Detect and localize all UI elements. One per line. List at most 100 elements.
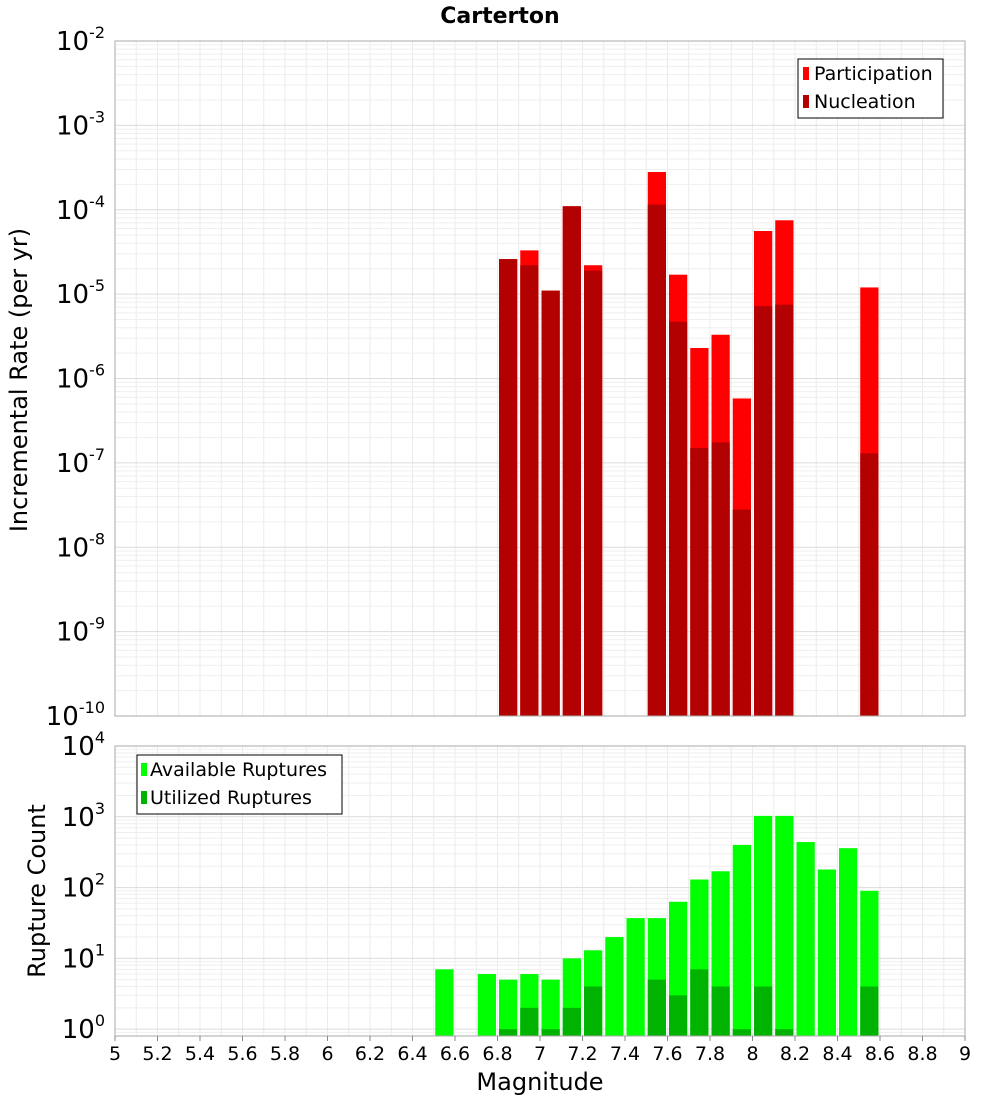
available-ruptures-bar: [477, 974, 496, 1036]
rate-plot-frame: [114, 40, 966, 717]
available-ruptures-bar: [754, 815, 773, 1036]
rate-legend-box: [797, 58, 944, 119]
utilized-ruptures-bar: [520, 1007, 539, 1036]
x-tick-label: 9: [959, 1043, 971, 1065]
available-ruptures-bar: [626, 918, 645, 1036]
x-tick-label: 7.6: [652, 1043, 682, 1065]
y-tick-label: 10-9: [56, 614, 105, 648]
x-tick-label: 8.2: [780, 1043, 810, 1065]
nucleation-bar: [711, 442, 730, 716]
available-ruptures-bar: [817, 869, 836, 1036]
y-tick-exponent: 3: [95, 799, 105, 818]
count-legend-box: [136, 754, 343, 815]
rate-y-ticks: 10-10 10-9 10-8 10-7 10-6 10-5 10-4 10-3 10-2: [46, 23, 105, 732]
available-legend-label: Available Ruptures: [150, 759, 327, 781]
nucleation-bar: [584, 270, 603, 716]
rate-plot-grid: [114, 40, 966, 717]
utilized-ruptures-bar: [860, 986, 879, 1036]
nucleation-legend-label: Nucleation: [814, 91, 916, 113]
utilized-ruptures-bar: [732, 1029, 751, 1036]
rate-y-axis-label: Incremental Rate (per yr): [5, 228, 33, 532]
chart-title: Carterton: [440, 4, 559, 29]
rate-plot: 10-10 10-9 10-8 10-7 10-6 10-5 10-4 10-3 10-2 In…: [5, 23, 966, 732]
x-tick-label: 5.6: [227, 1043, 257, 1065]
nucleation-bar: [669, 321, 688, 716]
utilized-legend-label: Utilized Ruptures: [150, 787, 312, 809]
available-ruptures-bar: [732, 844, 751, 1036]
participation-legend-label: Participation: [814, 63, 933, 85]
x-tick-label: 6.4: [397, 1043, 427, 1065]
available-ruptures-bar: [499, 979, 518, 1036]
utilized-ruptures-bar: [647, 979, 666, 1036]
nucleation-bar: [860, 453, 879, 716]
utilized-ruptures-bar: [541, 1029, 560, 1036]
available-ruptures-bar: [541, 979, 560, 1036]
x-tick-label: 7.2: [567, 1043, 597, 1065]
participation-legend-swatch: [803, 67, 809, 80]
utilized-ruptures-bar: [754, 986, 773, 1036]
nucleation-bar: [754, 306, 773, 716]
x-tick-label: 5.8: [270, 1043, 300, 1065]
x-axis-ticks: 5 5.2 5.4 5.6 5.8 6 6.2 6.4 6.6 6.8 7 7.2 7.4 7.6 7.8 8…: [109, 1036, 971, 1065]
y-tick-exponent: 4: [95, 728, 105, 747]
utilized-ruptures-bar: [690, 969, 709, 1036]
y-tick-exponent: -3: [89, 107, 105, 126]
y-tick-exponent: -6: [89, 361, 105, 380]
y-tick-exponent: -10: [79, 698, 105, 717]
nucleation-bar: [690, 448, 709, 716]
y-tick-label: 10-7: [56, 445, 105, 479]
y-tick-label: 10-3: [56, 107, 105, 141]
utilized-ruptures-bar: [711, 986, 730, 1036]
y-tick-exponent: -4: [89, 192, 105, 211]
x-tick-label: 5.4: [185, 1043, 215, 1065]
y-tick-exponent: -8: [89, 529, 105, 548]
y-tick-label: 10-6: [56, 361, 105, 395]
y-tick-label: 100: [62, 1011, 105, 1045]
y-tick-exponent: -9: [89, 614, 105, 633]
utilized-ruptures-bar: [775, 1029, 794, 1036]
nucleation-bar: [775, 304, 794, 716]
utilized-ruptures-bar: [584, 986, 603, 1036]
rate-legend: Participation Nucleation: [797, 58, 944, 119]
y-tick-label: 10-8: [56, 529, 105, 563]
y-tick-label: 102: [62, 870, 105, 904]
x-tick-label: 8.4: [822, 1043, 852, 1065]
y-tick-label: 10-4: [56, 192, 105, 226]
rate-plot-bars: [499, 172, 879, 717]
y-tick-label: 10-5: [56, 276, 105, 310]
x-tick-label: 5: [109, 1043, 121, 1065]
y-tick-exponent: -7: [89, 445, 105, 464]
nucleation-legend-swatch: [803, 95, 809, 108]
nucleation-bar: [499, 259, 518, 716]
x-tick-label: 5.2: [142, 1043, 172, 1065]
y-tick-exponent: -2: [89, 23, 105, 42]
y-tick-label: 103: [62, 799, 105, 833]
x-axis-label: Magnitude: [476, 1068, 603, 1096]
nucleation-bar: [541, 290, 560, 716]
available-ruptures-bar: [435, 969, 454, 1036]
y-tick-exponent: 2: [95, 870, 105, 889]
x-tick-label: 8: [746, 1043, 758, 1065]
x-tick-label: 6.8: [482, 1043, 512, 1065]
y-tick-label: 10-2: [56, 23, 105, 57]
x-tick-label: 6.6: [440, 1043, 470, 1065]
y-tick-label: 101: [62, 940, 105, 974]
utilized-ruptures-bar: [499, 1029, 518, 1036]
count-plot-bars: [435, 815, 879, 1036]
count-y-axis-label: Rupture Count: [23, 804, 51, 978]
x-tick-label: 8.6: [865, 1043, 895, 1065]
y-tick-label: 104: [62, 728, 105, 762]
nucleation-bar: [562, 206, 581, 716]
available-ruptures-bar: [605, 937, 624, 1036]
utilized-legend-swatch: [141, 791, 147, 804]
available-ruptures-bar: [796, 842, 815, 1036]
y-tick-exponent: 0: [95, 1011, 105, 1030]
utilized-ruptures-bar: [562, 1007, 581, 1036]
available-ruptures-bar: [775, 815, 794, 1036]
x-tick-label: 8.8: [907, 1043, 937, 1065]
y-tick-exponent: 1: [95, 940, 105, 959]
x-tick-label: 7.8: [695, 1043, 725, 1065]
